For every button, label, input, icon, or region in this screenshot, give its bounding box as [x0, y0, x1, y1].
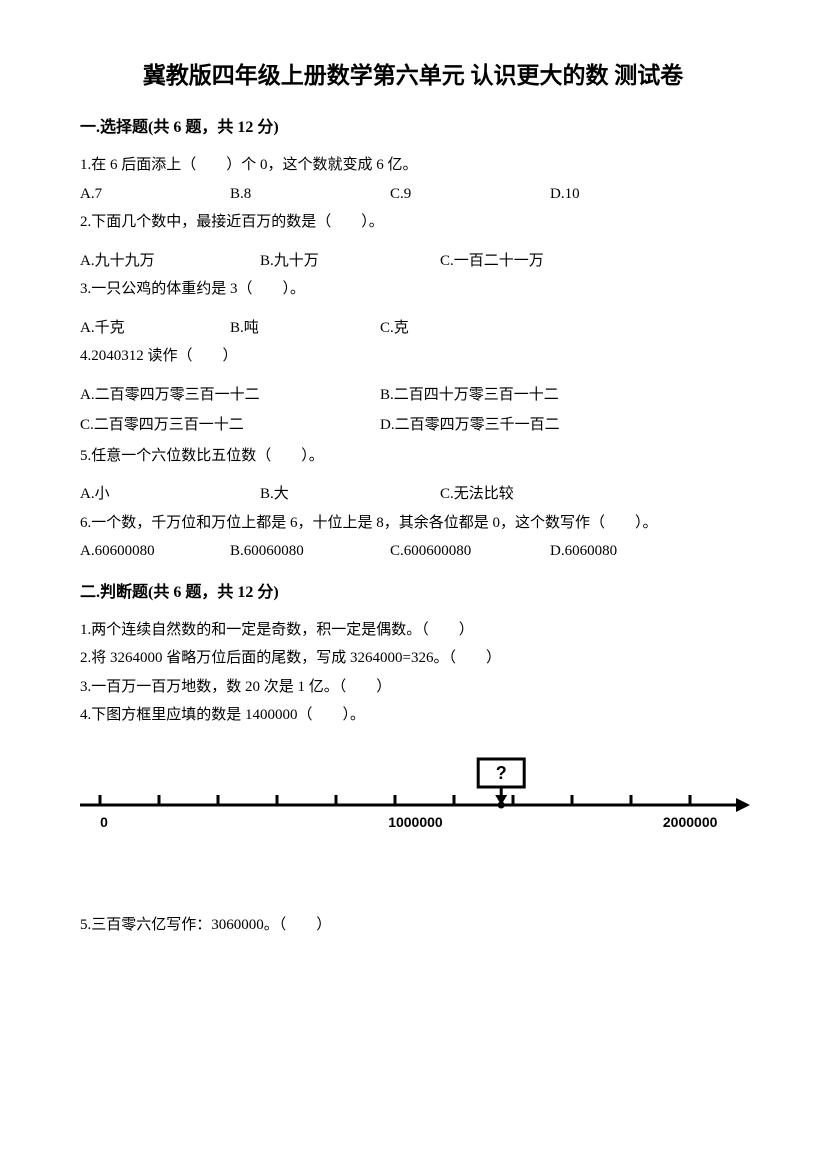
- q1-option-b: B.8: [230, 183, 390, 206]
- q1-option-a: A.7: [80, 183, 230, 206]
- svg-text:?: ?: [496, 763, 507, 783]
- q5-options: A.小 B.大 C.无法比较: [80, 483, 746, 506]
- q2-options: A.九十九万 B.九十万 C.一百二十一万: [80, 250, 746, 273]
- q6-option-b: B.60060080: [230, 540, 390, 563]
- s2-q4: 4.下图方框里应填的数是 1400000（ ）。: [80, 704, 746, 727]
- q6-option-d: D.6060080: [550, 540, 617, 563]
- s2-q3: 3.一百万一百万地数，数 20 次是 1 亿。（ ）: [80, 676, 746, 699]
- q6-text: 6.一个数，千万位和万位上都是 6，十位上是 8，其余各位都是 0，这个数写作（…: [80, 512, 746, 535]
- q2-text: 2.下面几个数中，最接近百万的数是（ ）。: [80, 211, 746, 234]
- q3-option-c: C.克: [380, 317, 409, 340]
- q3-options: A.千克 B.吨 C.克: [80, 317, 746, 340]
- q3-text: 3.一只公鸡的体重约是 3（ ）。: [80, 278, 746, 301]
- q4-text: 4.2040312 读作（ ）: [80, 345, 746, 368]
- svg-text:2000000: 2000000: [663, 814, 718, 830]
- q6-options: A.60600080 B.60060080 C.600600080 D.6060…: [80, 540, 746, 563]
- page-title: 冀教版四年级上册数学第六单元 认识更大的数 测试卷: [80, 60, 746, 92]
- q2-option-c: C.一百二十一万: [440, 250, 544, 273]
- q4-options-row2: C.二百零四万三百一十二 D.二百零四万零三千一百二: [80, 414, 746, 437]
- q2-option-a: A.九十九万: [80, 250, 260, 273]
- q4-option-c: C.二百零四万三百一十二: [80, 414, 380, 437]
- q1-option-c: C.9: [390, 183, 550, 206]
- q5-option-b: B.大: [260, 483, 440, 506]
- q5-option-a: A.小: [80, 483, 260, 506]
- q4-options-row1: A.二百零四万零三百一十二 B.二百四十万零三百一十二: [80, 384, 746, 407]
- s2-q5: 5.三百零六亿写作：3060000。（ ）: [80, 914, 746, 937]
- svg-text:0: 0: [100, 814, 108, 830]
- q1-options: A.7 B.8 C.9 D.10: [80, 183, 746, 206]
- q1-text: 1.在 6 后面添上（ ）个 0，这个数就变成 6 亿。: [80, 154, 746, 177]
- q6-option-a: A.60600080: [80, 540, 230, 563]
- q6-option-c: C.600600080: [390, 540, 550, 563]
- s2-q1: 1.两个连续自然数的和一定是奇数，积一定是偶数。（ ）: [80, 619, 746, 642]
- q3-option-b: B.吨: [230, 317, 380, 340]
- q5-option-c: C.无法比较: [440, 483, 514, 506]
- q4-option-b: B.二百四十万零三百一十二: [380, 384, 559, 407]
- q2-option-b: B.九十万: [260, 250, 440, 273]
- section-1-header: 一.选择题(共 6 题，共 12 分): [80, 116, 746, 140]
- q4-option-a: A.二百零四万零三百一十二: [80, 384, 380, 407]
- q3-option-a: A.千克: [80, 317, 230, 340]
- svg-text:1000000: 1000000: [388, 814, 443, 830]
- q1-option-d: D.10: [550, 183, 580, 206]
- numberline-diagram: 0 1000000 2000000?: [80, 757, 746, 875]
- q5-text: 5.任意一个六位数比五位数（ ）。: [80, 445, 746, 468]
- s2-q2: 2.将 3264000 省略万位后面的尾数，写成 3264000=326。（ ）: [80, 647, 746, 670]
- numberline-svg: 0 1000000 2000000?: [80, 757, 750, 867]
- section-2-header: 二.判断题(共 6 题，共 12 分): [80, 581, 746, 605]
- q4-option-d: D.二百零四万零三千一百二: [380, 414, 560, 437]
